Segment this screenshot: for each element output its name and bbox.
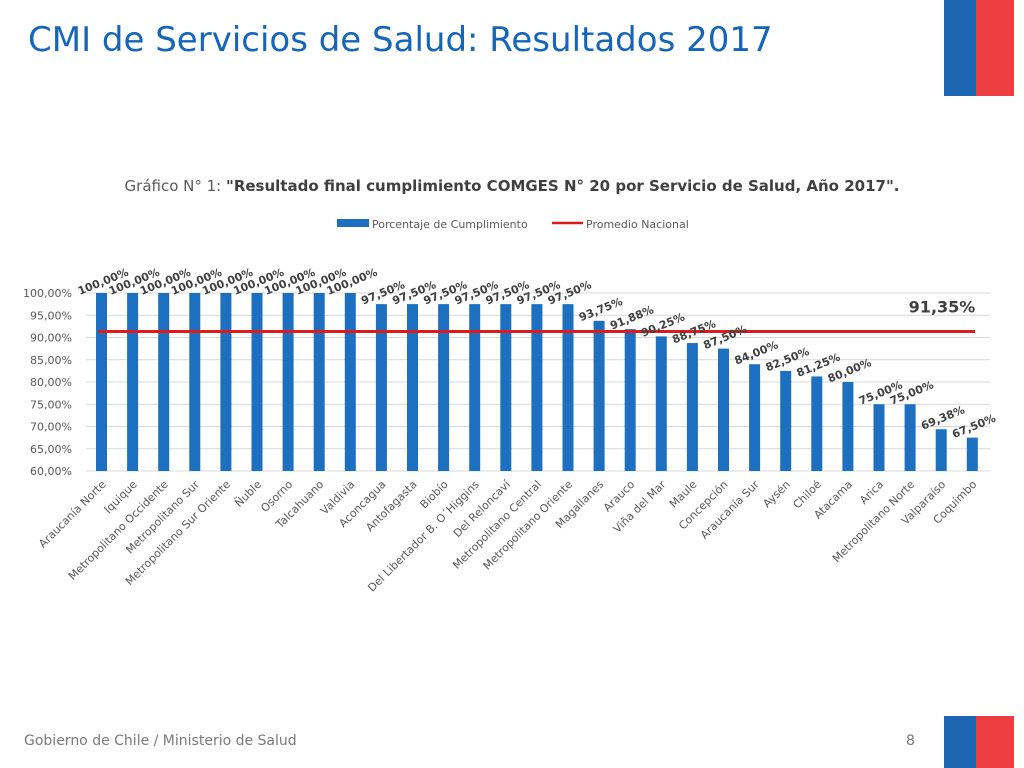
bar xyxy=(251,293,263,471)
bar xyxy=(718,348,729,471)
bar xyxy=(407,304,418,471)
y-tick-label: 80,00% xyxy=(30,376,72,389)
bar xyxy=(624,329,636,471)
bar-chart: Gráfico N° 1: "Resultado final cumplimie… xyxy=(23,177,998,594)
bar xyxy=(593,320,605,471)
y-tick-label: 75,00% xyxy=(30,398,72,411)
chile-flag-stripes-top xyxy=(944,0,1014,96)
footer-text: Gobierno de Chile / Ministerio de Salud xyxy=(24,733,297,749)
chile-flag-stripes-bottom xyxy=(944,716,1014,768)
chart-title: Gráfico N° 1: "Resultado final cumplimie… xyxy=(125,177,900,195)
bar xyxy=(344,293,356,471)
bar xyxy=(749,364,761,471)
y-tick-label: 100,00% xyxy=(23,287,72,300)
bar xyxy=(686,343,698,471)
y-tick-label: 70,00% xyxy=(30,421,72,434)
category-label: Aysén xyxy=(760,478,792,510)
bar xyxy=(780,370,792,471)
bar xyxy=(313,293,325,471)
legend-label-promedio: Promedio Nacional xyxy=(586,218,689,231)
bar xyxy=(904,404,916,471)
legend-label-cumplimiento: Porcentaje de Cumplimiento xyxy=(372,218,528,231)
y-tick-label: 95,00% xyxy=(30,309,72,322)
bar xyxy=(562,304,574,471)
y-tick-label: 65,00% xyxy=(30,443,72,456)
bar xyxy=(469,304,481,471)
bar xyxy=(500,304,512,471)
y-tick-label: 85,00% xyxy=(30,354,72,367)
average-label: 91,35% xyxy=(909,297,976,316)
y-tick-label: 60,00% xyxy=(30,465,72,478)
bar xyxy=(966,437,978,471)
bar xyxy=(811,376,823,471)
chart-legend: Porcentaje de Cumplimiento Promedio Naci… xyxy=(337,218,689,231)
category-label: Arica xyxy=(857,478,886,507)
bar xyxy=(842,382,854,471)
bar xyxy=(158,293,170,471)
bar xyxy=(531,304,543,471)
bar xyxy=(375,304,387,471)
bar xyxy=(96,293,107,471)
bar xyxy=(873,404,885,471)
legend-bar-swatch xyxy=(337,219,369,227)
bar xyxy=(189,293,201,471)
category-label: Araucanía Norte xyxy=(36,478,109,551)
bar xyxy=(282,293,294,471)
page-number: 8 xyxy=(906,733,915,749)
bar xyxy=(935,429,947,471)
bar xyxy=(220,293,232,471)
y-tick-label: 90,00% xyxy=(30,332,72,345)
slide-title: CMI de Servicios de Salud: Resultados 20… xyxy=(28,20,773,60)
bar xyxy=(127,293,139,471)
bar xyxy=(655,336,667,471)
bar xyxy=(438,304,450,471)
